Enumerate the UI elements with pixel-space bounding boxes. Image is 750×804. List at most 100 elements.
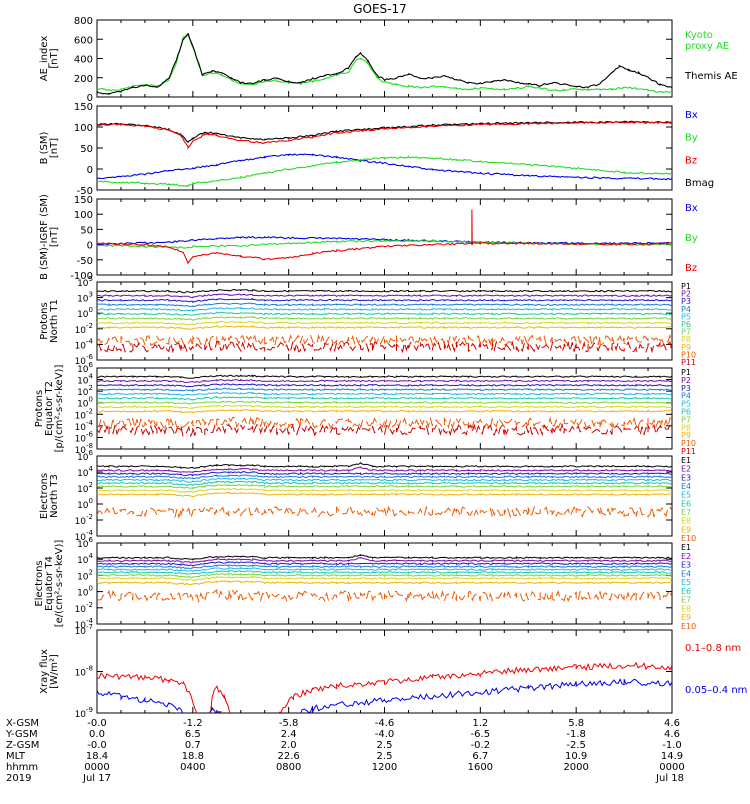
y-tick-base: 10 (77, 485, 89, 495)
x-column-value: -4.6 (375, 718, 395, 729)
legend-entry: E4 (681, 482, 691, 491)
y-tick-label: 104 (77, 465, 93, 479)
x-column-value: 0000 (659, 762, 684, 773)
y-tick-label: 800 (74, 16, 93, 27)
legend-entry: Bx (685, 110, 698, 121)
y-tick-exponent: -8 (86, 665, 93, 673)
series-blue-line (97, 690, 183, 714)
x-column-value: 1.2 (472, 718, 488, 729)
band-P5-line (97, 308, 672, 311)
x-column-value: -0.2 (471, 740, 491, 751)
legend-entry: E4 (681, 569, 691, 578)
x-column-value: 1200 (372, 762, 397, 773)
y-tick-exponent: -2 (86, 601, 93, 609)
band-P1-line (97, 290, 672, 293)
legend-entry: E3 (681, 561, 691, 570)
x-row-label: X-GSM (6, 718, 39, 729)
band-P6-line (97, 397, 672, 400)
x-column-value: 0400 (180, 762, 205, 773)
y-tick-exponent: 4 (89, 552, 94, 560)
y-tick-exponent: -2 (86, 513, 93, 521)
x-column-value: 0000 (84, 762, 109, 773)
band-E3-line (97, 472, 672, 476)
plot-area (97, 210, 672, 263)
legend-entry: Bz (685, 155, 697, 166)
y-tick-base: 10 (75, 669, 87, 679)
band-P3-line (97, 299, 672, 303)
y-tick-exponent: 0 (89, 497, 93, 505)
x-column-value: 4.6 (664, 729, 680, 740)
y-tick-label: 100 (77, 497, 93, 511)
x-column-value: 6.5 (185, 729, 201, 740)
y-tick-base: 10 (77, 572, 89, 582)
y-tick-exponent: 5 (89, 275, 93, 283)
legend-entry: E8 (681, 604, 691, 613)
legend-entry: E9 (681, 525, 691, 534)
x-column-value: -1.0 (662, 740, 682, 751)
band-E5-line (97, 568, 672, 572)
y-axis-label: [nT] (49, 48, 60, 68)
x-column-value: -5.8 (279, 718, 299, 729)
y-tick-label: 10-4 (75, 337, 94, 351)
x-column-value: 4.6 (664, 718, 680, 729)
legend-entry: E7 (681, 508, 691, 517)
x-column-value: Jul 18 (655, 773, 684, 784)
legend-entry: E2 (681, 465, 691, 474)
y-tick-exponent: -7 (86, 623, 93, 631)
y-tick-base: 10 (75, 627, 87, 637)
x-column-value: 2.5 (377, 751, 393, 762)
y-tick-base: 10 (77, 469, 89, 479)
y-tick-base: 10 (77, 589, 89, 599)
y-tick-base: 10 (77, 377, 89, 387)
y-tick-label: 100 (74, 210, 93, 221)
band-E7-line (97, 485, 672, 489)
plot-area (97, 33, 672, 94)
y-tick-label: 200 (74, 74, 93, 85)
y-axis-label: [p/(cm²-s-sr-keV)] (54, 365, 65, 453)
panel-frame (97, 199, 672, 275)
y-tick-exponent: 4 (89, 373, 94, 381)
y-tick-exponent: -4 (86, 337, 94, 345)
legend-entry: E5 (681, 578, 691, 587)
y-tick-exponent: 0 (89, 585, 93, 593)
x-row-label: Y-GSM (5, 729, 38, 740)
x-row-label: hhmm (6, 762, 38, 773)
x-column-value: 18.4 (86, 751, 108, 762)
y-axis-label: North T1 (49, 299, 60, 343)
band-P9-line (97, 410, 672, 413)
legend-entry: 0.05–0.4 nm (685, 685, 747, 696)
x-column-value: 5.8 (568, 718, 584, 729)
y-axis-label: [nT] (49, 138, 60, 158)
y-tick-label: 10-2 (75, 322, 93, 336)
x-axis-table: X-GSMY-GSMZ-GSMMLThhmm2019-0.00.0-0.018.… (5, 718, 685, 784)
y-tick-exponent: -2 (86, 407, 93, 415)
x-row-label: Z-GSM (6, 740, 39, 751)
y-tick-base: 10 (75, 434, 87, 444)
band-P2-line (97, 380, 672, 383)
legend-entry: 0.1–0.8 nm (685, 643, 741, 654)
series-red-line (97, 122, 672, 148)
y-tick-base: 10 (77, 365, 89, 375)
band-P2-line (97, 294, 672, 298)
y-tick-label: 100 (74, 123, 93, 134)
band-E6-line (97, 571, 672, 575)
y-tick-label: 400 (74, 55, 93, 66)
y-tick-label: 10-2 (75, 513, 93, 527)
y-tick-base: 10 (77, 388, 89, 398)
y-tick-label: 50 (80, 225, 93, 236)
y-axis-label: [W/m²] (49, 654, 60, 689)
band-E10-line (97, 590, 672, 602)
x-row-label: MLT (6, 751, 26, 762)
legend-entry: E2 (681, 552, 691, 561)
panel-frame (97, 20, 672, 97)
y-tick-base: 10 (75, 517, 87, 527)
legend-entry: E3 (681, 473, 691, 482)
y-tick-base: 10 (75, 710, 87, 720)
legend-entry: E5 (681, 491, 691, 500)
legend-entry: E1 (681, 456, 691, 465)
y-tick-label: -50 (77, 256, 93, 267)
